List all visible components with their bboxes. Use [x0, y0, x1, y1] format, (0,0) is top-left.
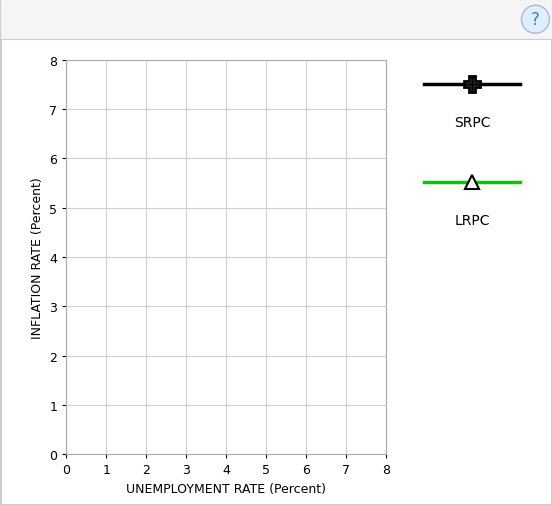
Text: ?: ?: [531, 11, 540, 29]
Text: LRPC: LRPC: [454, 214, 490, 228]
X-axis label: UNEMPLOYMENT RATE (Percent): UNEMPLOYMENT RATE (Percent): [126, 482, 326, 495]
Text: SRPC: SRPC: [454, 116, 490, 130]
Y-axis label: INFLATION RATE (Percent): INFLATION RATE (Percent): [31, 177, 44, 338]
